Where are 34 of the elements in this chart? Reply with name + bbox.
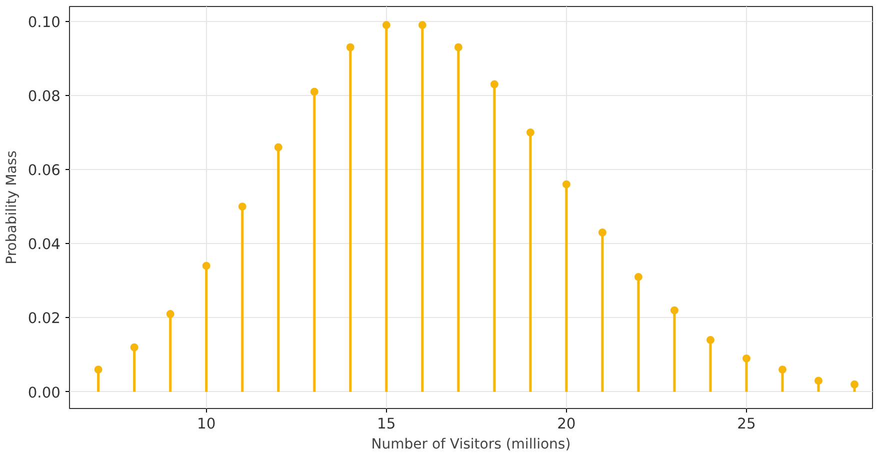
y-axis-title: Probability Mass — [4, 150, 20, 264]
point — [202, 262, 210, 270]
point — [670, 306, 678, 314]
y-tick-label: 0.10 — [28, 14, 61, 31]
point — [166, 310, 174, 318]
point — [742, 354, 750, 362]
y-tick-label: 0.02 — [28, 310, 61, 328]
point — [814, 376, 822, 385]
y-tick-label: 0.06 — [28, 162, 61, 180]
x-tick-label: 25 — [737, 416, 756, 432]
x-tick-label: 15 — [377, 416, 396, 432]
x-tick-label: 20 — [557, 416, 576, 432]
point — [526, 128, 534, 136]
point — [454, 43, 462, 52]
point — [490, 80, 498, 88]
point — [634, 272, 642, 281]
y-tick-label: 0.00 — [28, 384, 61, 402]
point — [418, 21, 426, 30]
point — [238, 202, 246, 211]
point — [346, 43, 354, 52]
y-tick-label: 0.04 — [28, 236, 61, 254]
point — [562, 180, 570, 188]
point — [274, 143, 282, 152]
point — [706, 336, 714, 344]
point — [310, 88, 318, 96]
x-axis-title: Number of Visitors (millions) — [371, 436, 571, 452]
point — [94, 366, 102, 374]
point — [778, 366, 786, 374]
point — [598, 228, 606, 236]
x-tick-label: 10 — [197, 416, 216, 432]
y-tick-label: 0.08 — [28, 88, 61, 105]
point — [130, 343, 138, 352]
point — [850, 380, 858, 388]
point — [382, 21, 390, 30]
